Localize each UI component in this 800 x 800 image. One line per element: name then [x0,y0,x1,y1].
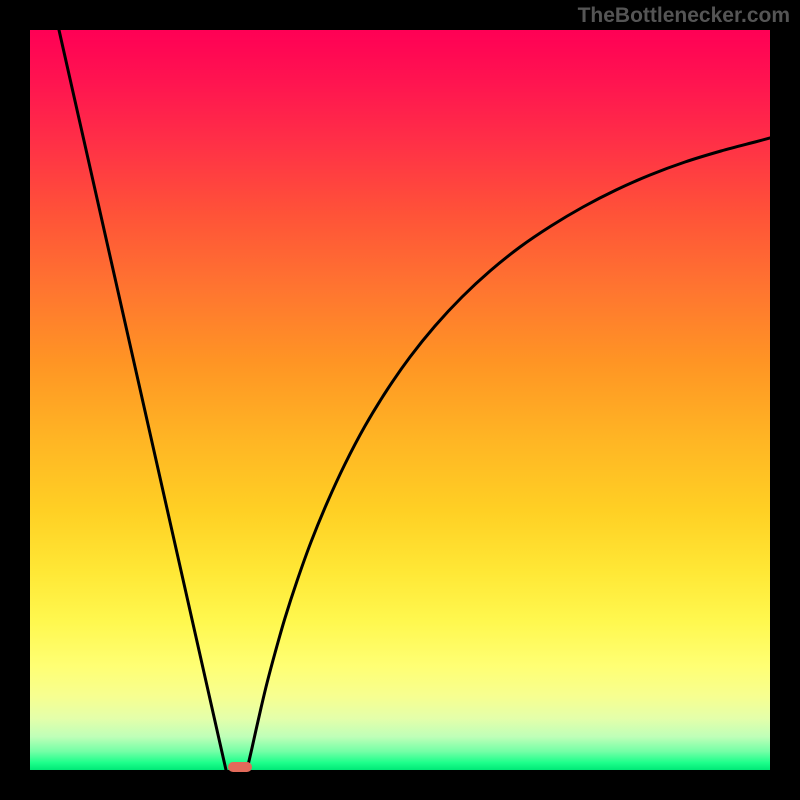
plot-area [30,30,770,770]
watermark-text: TheBottlenecker.com [578,4,790,28]
optimum-marker [228,762,252,772]
bottleneck-curve [30,30,770,770]
chart-root: TheBottlenecker.com [0,0,800,800]
